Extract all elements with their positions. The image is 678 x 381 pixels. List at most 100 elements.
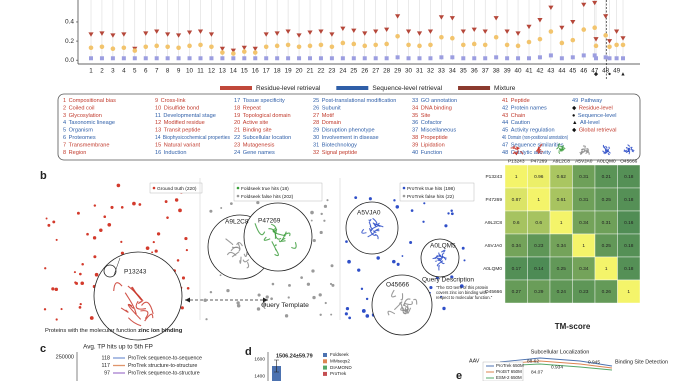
circle-marker [428, 42, 433, 48]
key-item: 14 Biophysicochemical properties [155, 135, 230, 141]
triangle-marker [504, 29, 510, 34]
subtitle: Query Template [261, 302, 309, 309]
background-dot [365, 297, 369, 301]
cell-label: 1 [627, 289, 630, 295]
value-annotation: 84.07 [531, 369, 543, 375]
background-dot [323, 204, 328, 208]
square-marker [406, 56, 411, 61]
protein-ribbon [580, 150, 584, 155]
background-dot [422, 220, 425, 223]
circle-marker [154, 43, 159, 49]
protein-ribbon [263, 236, 271, 241]
background-dot [368, 197, 372, 201]
axis-name: Binding Site Detection [615, 359, 668, 365]
protein-ribbon [368, 221, 372, 227]
background-dot [186, 286, 190, 290]
circle-marker [395, 33, 400, 39]
background-dot [178, 208, 182, 213]
key-item: 17 Tissue specificity [234, 98, 285, 104]
protein-ribbon [113, 282, 123, 292]
value-annotation: 0.945 [588, 359, 600, 365]
key-number: 49 [572, 98, 578, 104]
key-number: 14 [155, 135, 161, 141]
key-item: 9 Cross-link [155, 98, 186, 104]
background-dot [79, 302, 82, 306]
background-dot [311, 269, 315, 273]
x-tick-label: 36 [471, 68, 479, 75]
background-dot [47, 223, 51, 227]
bar-shape [272, 366, 281, 381]
circle-marker [526, 39, 532, 45]
protein-ribbon [440, 249, 446, 253]
background-dot [330, 313, 333, 316]
key-item: 23 Mutagenesis [234, 143, 275, 149]
circle-marker [274, 43, 280, 49]
row-label: A9L2C8 [485, 220, 503, 226]
key-item: 41 Peptide [502, 98, 530, 104]
protein-ribbon [515, 152, 518, 154]
square-marker [461, 56, 466, 61]
annotation: 1506.24±59.79 [276, 353, 313, 359]
protein-ribbon [403, 298, 411, 306]
cell-label: 0.27 [512, 289, 522, 295]
protein-ribbon [436, 257, 443, 261]
legend-label: ProTrek 650M [496, 363, 524, 368]
key-label: Sequence-level [578, 113, 617, 119]
background-dot [444, 224, 448, 228]
square-marker [253, 56, 258, 61]
zoom-circle [420, 238, 460, 278]
background-dot [345, 307, 350, 311]
key-label: Tissue specificity [243, 98, 285, 104]
key-label: Organism [69, 128, 94, 134]
x-tick-label: 34 [449, 68, 457, 75]
legend-label: ProTrek sequence-to-structure [128, 370, 200, 376]
key-label: Modified residue [164, 121, 205, 127]
protein-ribbon [368, 218, 372, 222]
panel-title: Subcellular Localization [531, 349, 590, 355]
protein-ribbon [628, 150, 631, 155]
key-item: 10 Disulfide bond [155, 106, 199, 112]
background-dot [357, 268, 361, 272]
key-label: Post-translational modification [322, 98, 397, 104]
protein-ribbon [603, 146, 607, 151]
key-item: 7 Transmembrane [63, 143, 109, 149]
triangle-marker [606, 39, 613, 44]
square-marker [242, 56, 247, 61]
x-tick-label: 6 [144, 68, 148, 75]
cell-label: 0.18 [624, 243, 634, 249]
background-dot [107, 222, 112, 227]
background-dot [257, 293, 261, 297]
triangle-marker [241, 45, 247, 51]
background-dot [288, 283, 291, 287]
circle-marker [614, 42, 619, 48]
background-dot [110, 205, 114, 209]
background-dot [450, 209, 453, 212]
triangle-marker [537, 18, 543, 23]
background-dot [54, 287, 59, 292]
protein-ribbon [631, 149, 634, 153]
circle-marker [482, 42, 488, 48]
protein-ribbon [372, 222, 377, 228]
protein-ribbon [605, 145, 608, 149]
square-marker [264, 56, 269, 61]
column-label: A9L2C8 [553, 158, 571, 164]
key-number: 27 [313, 113, 319, 119]
background-dot [319, 230, 323, 235]
protein-ribbon [231, 251, 240, 258]
protein-ribbon [274, 248, 279, 257]
legend-box [233, 182, 323, 202]
key-number: 31 [313, 143, 319, 149]
protein-ribbon [374, 233, 379, 240]
key-item: 18 Repeat [234, 106, 261, 112]
cell-label: 0.34 [512, 243, 522, 249]
protein-ribbon [608, 146, 611, 149]
square-marker [89, 56, 93, 61]
key-number: 39 [412, 143, 418, 149]
protein-ribbon [623, 149, 627, 152]
protein-ribbon [268, 228, 277, 239]
circle-marker [592, 25, 597, 31]
key-label: Residue-level [579, 106, 613, 112]
protein-ribbon [239, 256, 242, 264]
protein-ribbon [520, 151, 524, 155]
key-item: 33 GO annotation [412, 98, 457, 104]
